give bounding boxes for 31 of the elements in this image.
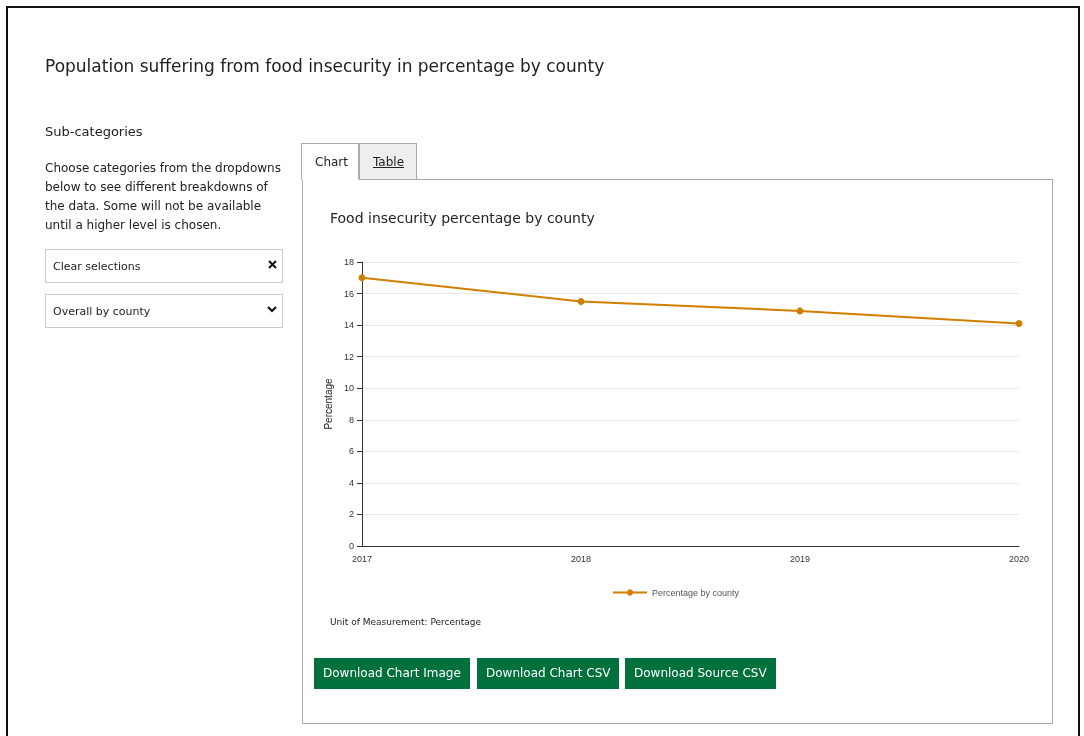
text: Overall by county xyxy=(45,294,283,328)
y-tick-label: 2 xyxy=(348,509,354,520)
x-tick-label: 2019 xyxy=(789,553,811,564)
point xyxy=(1015,320,1023,328)
legend-label: Percentage by county xyxy=(651,587,740,598)
y-tick-label: 4 xyxy=(348,477,354,488)
y-tick-label: 0 xyxy=(348,541,354,551)
text: Table xyxy=(359,143,417,180)
y-tick-label: 14 xyxy=(343,320,354,331)
text: Sub-categories xyxy=(45,124,143,139)
y-tick-label: 8 xyxy=(348,414,354,425)
point xyxy=(358,274,366,282)
text: Clear selections xyxy=(45,249,283,283)
text: Chart xyxy=(301,143,359,180)
text: Unit of Measurement: Percentage xyxy=(330,617,482,627)
y-tick-label: 18 xyxy=(343,257,354,267)
x-tick-label: 2017 xyxy=(351,553,373,564)
text: Choose categories from the dropdowns below to see different breakdowns of the data. Some will not be available until a higher level is chosen. xyxy=(45,160,282,234)
x-tick-label: 2018 xyxy=(570,553,592,564)
y-tick-label: 12 xyxy=(343,351,354,362)
text: Download Source CSV xyxy=(625,658,776,689)
chart-subtitle: Food insecurity percentage by county xyxy=(330,210,595,226)
y-tick-label: 10 xyxy=(343,383,354,394)
y-tick-label: 6 xyxy=(348,446,354,457)
chart-title: Population suffering from food insecurity in percentage by county xyxy=(45,56,605,76)
y-tick-label: 16 xyxy=(343,288,354,299)
text: Download Chart CSV xyxy=(477,658,620,689)
y-axis-title: Percentage xyxy=(322,377,334,430)
text: Download Chart Image xyxy=(314,658,470,689)
point xyxy=(577,297,585,305)
x-tick-label: 2020 xyxy=(1008,553,1030,564)
